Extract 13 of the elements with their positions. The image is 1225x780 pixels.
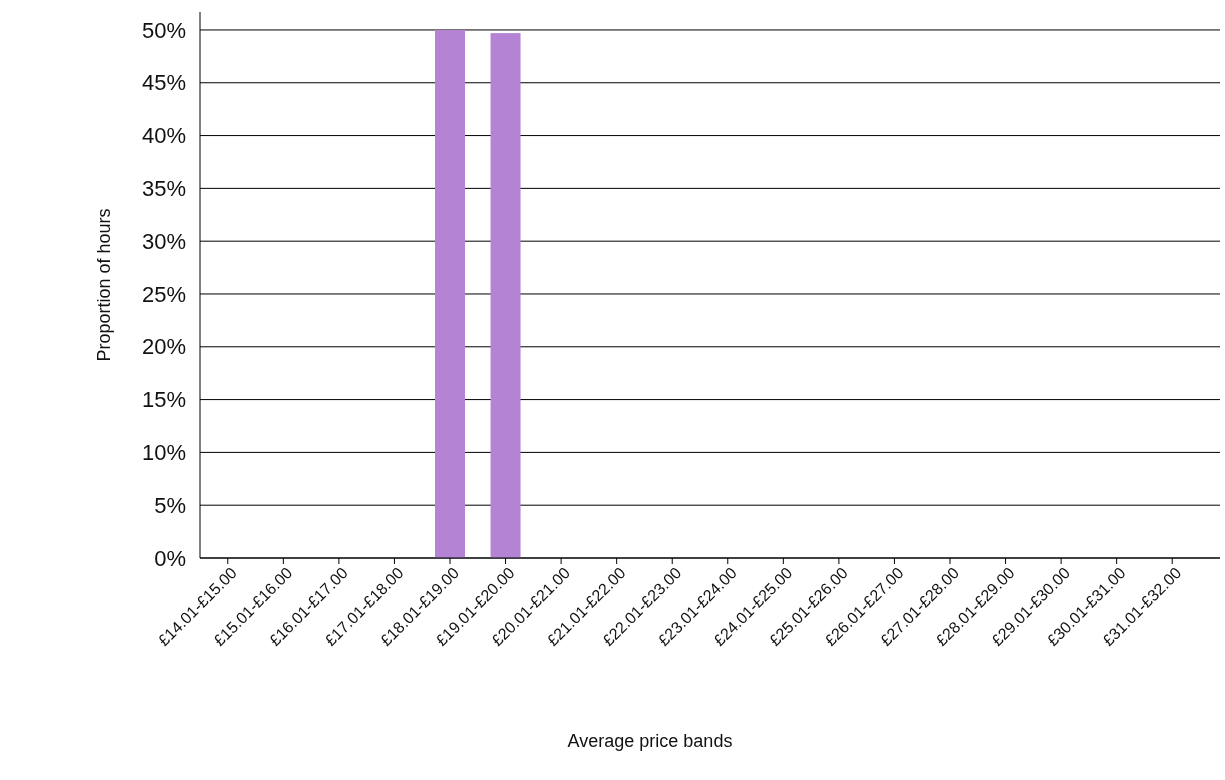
y-tick-label: 35% — [141, 176, 186, 202]
y-tick-label: 30% — [141, 228, 186, 254]
y-tick-label: 20% — [141, 334, 186, 360]
y-tick-label: 5% — [154, 492, 186, 518]
y-tick-label: 25% — [141, 281, 186, 307]
y-tick-label: 0% — [154, 545, 186, 571]
y-tick-label: 45% — [141, 70, 186, 96]
x-axis-title: Average price bands — [567, 731, 733, 751]
y-tick-label: 10% — [141, 440, 186, 466]
y-tick-label: 50% — [141, 17, 186, 43]
y-axis-title: Proportion of hours — [94, 208, 114, 362]
y-tick-label: 15% — [141, 387, 186, 413]
y-tick-label: 40% — [141, 123, 186, 149]
